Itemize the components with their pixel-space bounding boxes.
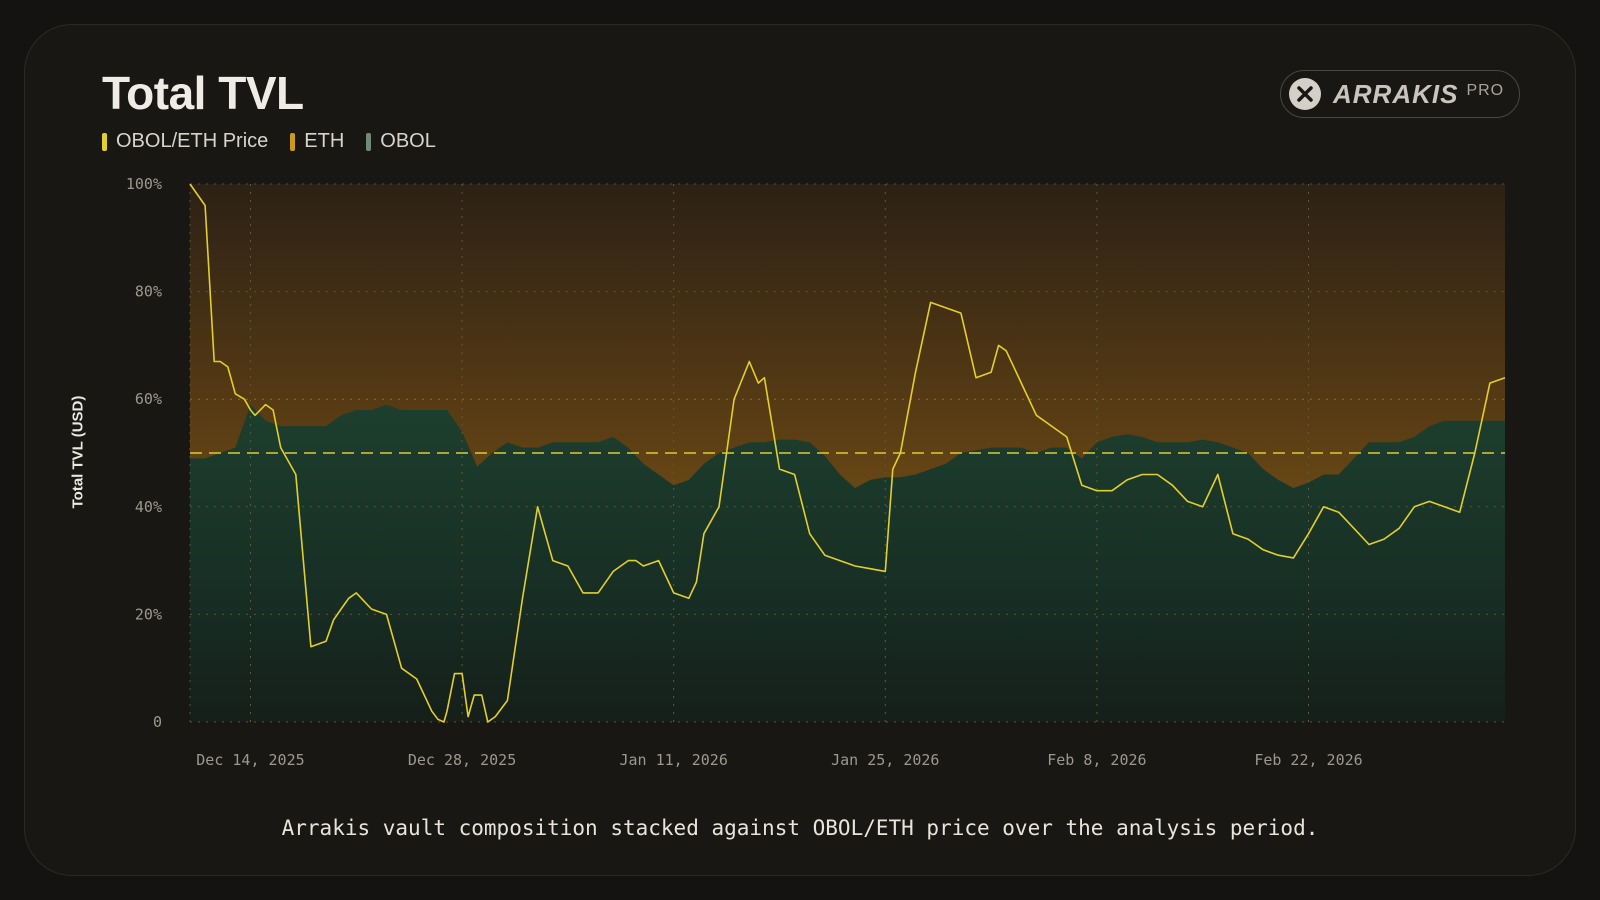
y-tick-label-1: 20% [135,605,162,623]
y-tick-label-4: 80% [135,283,162,301]
legend-label-obol: OBOL [380,130,436,152]
legend-item-eth: ETH [290,130,344,153]
price-line [189,183,1506,723]
legend: OBOL/ETH Price ETH OBOL [102,130,436,153]
x-tick-label-4: Feb 8, 2026 [1047,751,1146,769]
y-tick-label-2: 40% [135,498,162,516]
x-tick-label-3: Jan 25, 2026 [831,751,939,769]
legend-item-obol: OBOL [366,130,436,153]
x-tick-label-2: Jan 11, 2026 [619,751,727,769]
x-icon [1289,78,1321,110]
x-tick-label-1: Dec 28, 2025 [408,751,516,769]
brand-badge: ARRAKIS PRO [1280,70,1520,118]
legend-swatch-obol [366,132,372,151]
chart-caption: Arrakis vault composition stacked agains… [281,816,1319,840]
grid [189,183,1505,723]
brand-name: ARRAKIS [1333,78,1459,109]
legend-label-price: OBOL/ETH Price [116,130,269,152]
x-tick-label-5: Feb 22, 2026 [1254,751,1362,769]
y-ticks: 0 20% 40% 60% 80% 100% [126,175,162,731]
y-tick-label-5: 100% [126,175,162,193]
legend-label-eth: ETH [304,130,345,152]
legend-item-price: OBOL/ETH Price [102,130,268,153]
x-ticks: Dec 14, 2025 Dec 28, 2025 Jan 11, 2026 Jan … [196,751,1362,769]
y-tick-label-0: 0 [153,713,162,731]
x-tick-label-0: Dec 14, 2025 [196,751,304,769]
y-tick-label-3: 60% [135,390,162,408]
brand-tier: PRO [1466,82,1505,99]
legend-swatch-eth [290,132,296,151]
chart-title: Total TVL [102,67,304,119]
legend-swatch-price [102,132,107,151]
